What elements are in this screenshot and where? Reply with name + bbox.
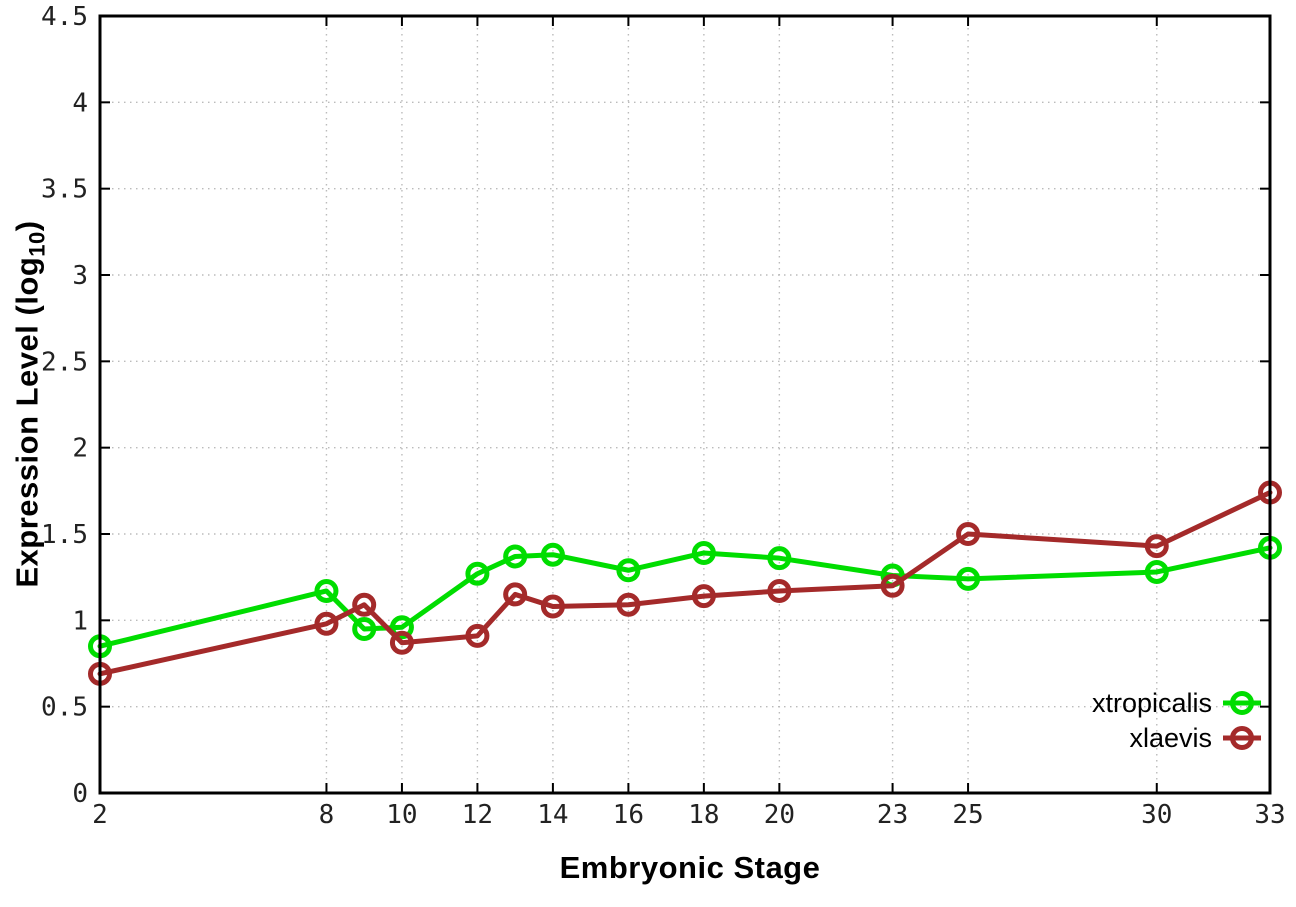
y-tick-label-1: 1	[72, 606, 88, 636]
data-point-xtropicalis-9	[352, 616, 377, 641]
y-tick-label-0.5: 0.5	[41, 693, 88, 723]
x-axis-title: Embryonic Stage	[559, 850, 821, 885]
data-point-xlaevis-14	[540, 594, 565, 619]
data-point-xlaevis-9	[352, 592, 377, 617]
y-tick-label-3: 3	[72, 261, 88, 291]
x-tick-label-18: 18	[688, 800, 719, 830]
y-tick-label-3.5: 3.5	[41, 175, 88, 205]
data-point-xtropicalis-14	[540, 542, 565, 567]
y-axis-title-subscript: 10	[24, 231, 50, 257]
data-point-xlaevis-16	[616, 592, 641, 617]
legend-label-xtropicalis: xtropicalis	[1092, 688, 1212, 718]
x-tick-label-12: 12	[462, 800, 493, 830]
data-point-xlaevis-13	[503, 582, 528, 607]
y-tick-label-4: 4	[72, 88, 88, 118]
data-point-xlaevis-23	[880, 573, 905, 598]
plot-border	[98, 14, 1272, 795]
data-point-xtropicalis-8	[314, 578, 339, 603]
data-point-xlaevis-20	[767, 578, 792, 603]
series-line-xtropicalis	[97, 545, 1273, 649]
y-axis-title-main: Expression Level (log	[9, 256, 45, 588]
y-tick-label-1.5: 1.5	[41, 520, 88, 550]
y-tick-label-0: 0	[72, 779, 88, 809]
data-point-xtropicalis-20	[767, 546, 792, 571]
x-tick-label-33: 33	[1254, 800, 1285, 830]
data-point-xtropicalis-16	[616, 558, 641, 583]
x-tick-label-25: 25	[952, 800, 983, 830]
legend-marker-xtropicalis	[1230, 691, 1254, 715]
x-tick-label-16: 16	[613, 800, 644, 830]
series-line-xlaevis	[97, 490, 1273, 677]
data-point-xlaevis-12	[465, 623, 490, 648]
data-point-xlaevis-25	[956, 522, 981, 546]
y-tick-label-4.5: 4.5	[41, 2, 88, 32]
x-tick-label-10: 10	[386, 800, 417, 830]
y-tick-label-2.5: 2.5	[41, 347, 88, 377]
data-point-xtropicalis-18	[691, 540, 716, 565]
y-tick-label-2: 2	[72, 434, 88, 464]
data-point-xlaevis-30	[1144, 534, 1169, 559]
x-tick-label-20: 20	[764, 800, 795, 830]
data-point-xlaevis-18	[691, 584, 716, 609]
x-tick-label-2: 2	[92, 800, 108, 830]
legend-label-xlaevis: xlaevis	[1129, 723, 1212, 753]
data-point-xtropicalis-13	[503, 544, 528, 569]
data-point-xtropicalis-12	[465, 561, 490, 586]
x-tick-label-23: 23	[877, 800, 908, 830]
data-point-xtropicalis-25	[956, 566, 981, 591]
x-tick-label-14: 14	[537, 800, 568, 830]
data-point-xlaevis-10	[389, 630, 414, 655]
x-tick-label-30: 30	[1141, 800, 1172, 830]
data-point-xtropicalis-30	[1144, 559, 1169, 584]
y-axis-title-end: )	[9, 220, 45, 232]
data-point-xtropicalis-10	[389, 615, 414, 640]
y-axis-title: Expression Level (log10)	[10, 220, 51, 587]
data-point-xlaevis-8	[314, 611, 339, 636]
x-tick-label-8: 8	[319, 800, 335, 830]
legend-marker-xlaevis	[1230, 726, 1254, 750]
